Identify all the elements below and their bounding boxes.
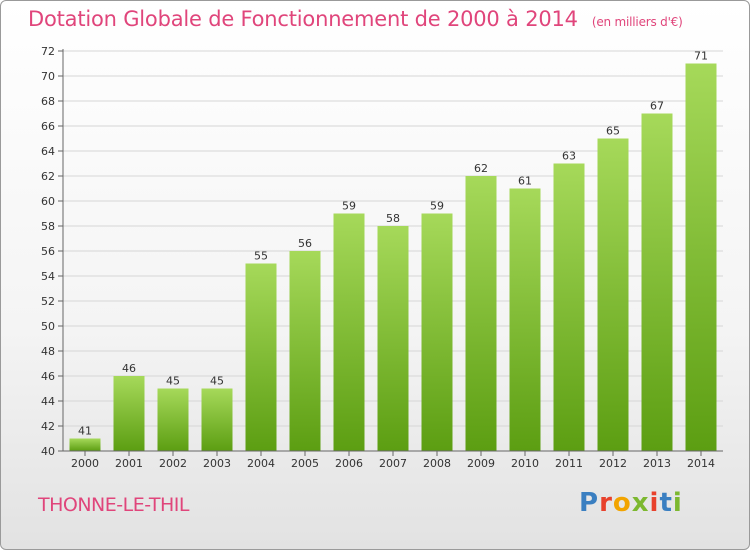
bar: [553, 163, 585, 451]
x-tick-label: 2009: [467, 457, 495, 470]
y-tick-label: 54: [41, 270, 55, 283]
bar: [113, 376, 145, 451]
logo-letter: i: [672, 488, 683, 518]
x-tick-label: 2004: [247, 457, 275, 470]
y-tick-label: 58: [41, 220, 55, 233]
y-tick-label: 52: [41, 295, 55, 308]
x-tick-label: 2008: [423, 457, 451, 470]
bar-value-label: 55: [254, 250, 268, 263]
x-tick-label: 2012: [599, 457, 627, 470]
bar: [597, 138, 629, 451]
bar-value-label: 62: [474, 162, 488, 175]
logo-letter: t: [659, 488, 673, 518]
y-tick-label: 72: [41, 45, 55, 58]
bar: [201, 388, 233, 451]
y-tick-label: 64: [41, 145, 55, 158]
bar-value-label: 56: [298, 237, 312, 250]
y-tick-label: 60: [41, 195, 55, 208]
bar-value-label: 59: [342, 200, 356, 213]
commune-name: THONNE-LE-THIL: [38, 494, 189, 516]
proxiti-logo: Proxiti: [579, 488, 683, 518]
y-tick-label: 40: [41, 445, 55, 458]
x-tick-label: 2011: [555, 457, 583, 470]
x-tick-label: 2000: [71, 457, 99, 470]
bar-value-label: 58: [386, 212, 400, 225]
bar-value-label: 46: [122, 362, 136, 375]
bar: [465, 176, 497, 451]
logo-letter: o: [612, 488, 632, 518]
y-tick-label: 46: [41, 370, 55, 383]
x-tick-label: 2001: [115, 457, 143, 470]
bar: [421, 213, 453, 451]
bar-value-label: 45: [210, 375, 224, 388]
bar-value-label: 59: [430, 200, 444, 213]
y-tick-label: 68: [41, 95, 55, 108]
x-tick-label: 2010: [511, 457, 539, 470]
bar: [157, 388, 189, 451]
bar-value-label: 67: [650, 100, 664, 113]
y-tick-label: 42: [41, 420, 55, 433]
bar: [289, 251, 321, 451]
y-tick-label: 44: [41, 395, 55, 408]
chart-title: Dotation Globale de Fonctionnement de 20…: [28, 7, 683, 31]
bar: [333, 213, 365, 451]
chart-title-text: Dotation Globale de Fonctionnement de 20…: [28, 7, 578, 31]
bar-value-label: 61: [518, 175, 532, 188]
logo-letter: i: [649, 488, 660, 518]
y-tick-label: 50: [41, 320, 55, 333]
y-tick-label: 48: [41, 345, 55, 358]
bar: [641, 113, 673, 451]
bar-value-label: 45: [166, 375, 180, 388]
chart-subtitle: (en milliers d'€): [591, 15, 683, 29]
bar-value-label: 41: [78, 425, 92, 438]
x-tick-label: 2013: [643, 457, 671, 470]
x-tick-label: 2006: [335, 457, 363, 470]
bar: [377, 226, 409, 451]
bar-value-label: 63: [562, 150, 576, 163]
bar: [509, 188, 541, 451]
logo-letter: r: [599, 488, 613, 518]
x-tick-label: 2002: [159, 457, 187, 470]
bar: [69, 438, 101, 451]
bar-value-label: 71: [694, 50, 708, 63]
y-tick-label: 56: [41, 245, 55, 258]
x-tick-label: 2003: [203, 457, 231, 470]
y-tick-label: 70: [41, 70, 55, 83]
x-tick-label: 2007: [379, 457, 407, 470]
y-tick-label: 62: [41, 170, 55, 183]
logo-letter: x: [631, 488, 650, 518]
y-tick-label: 66: [41, 120, 55, 133]
bar-value-label: 65: [606, 125, 620, 138]
x-tick-label: 2014: [687, 457, 715, 470]
x-tick-label: 2005: [291, 457, 319, 470]
logo-letter: P: [579, 488, 600, 518]
bar: [685, 63, 717, 451]
bar: [245, 263, 277, 451]
